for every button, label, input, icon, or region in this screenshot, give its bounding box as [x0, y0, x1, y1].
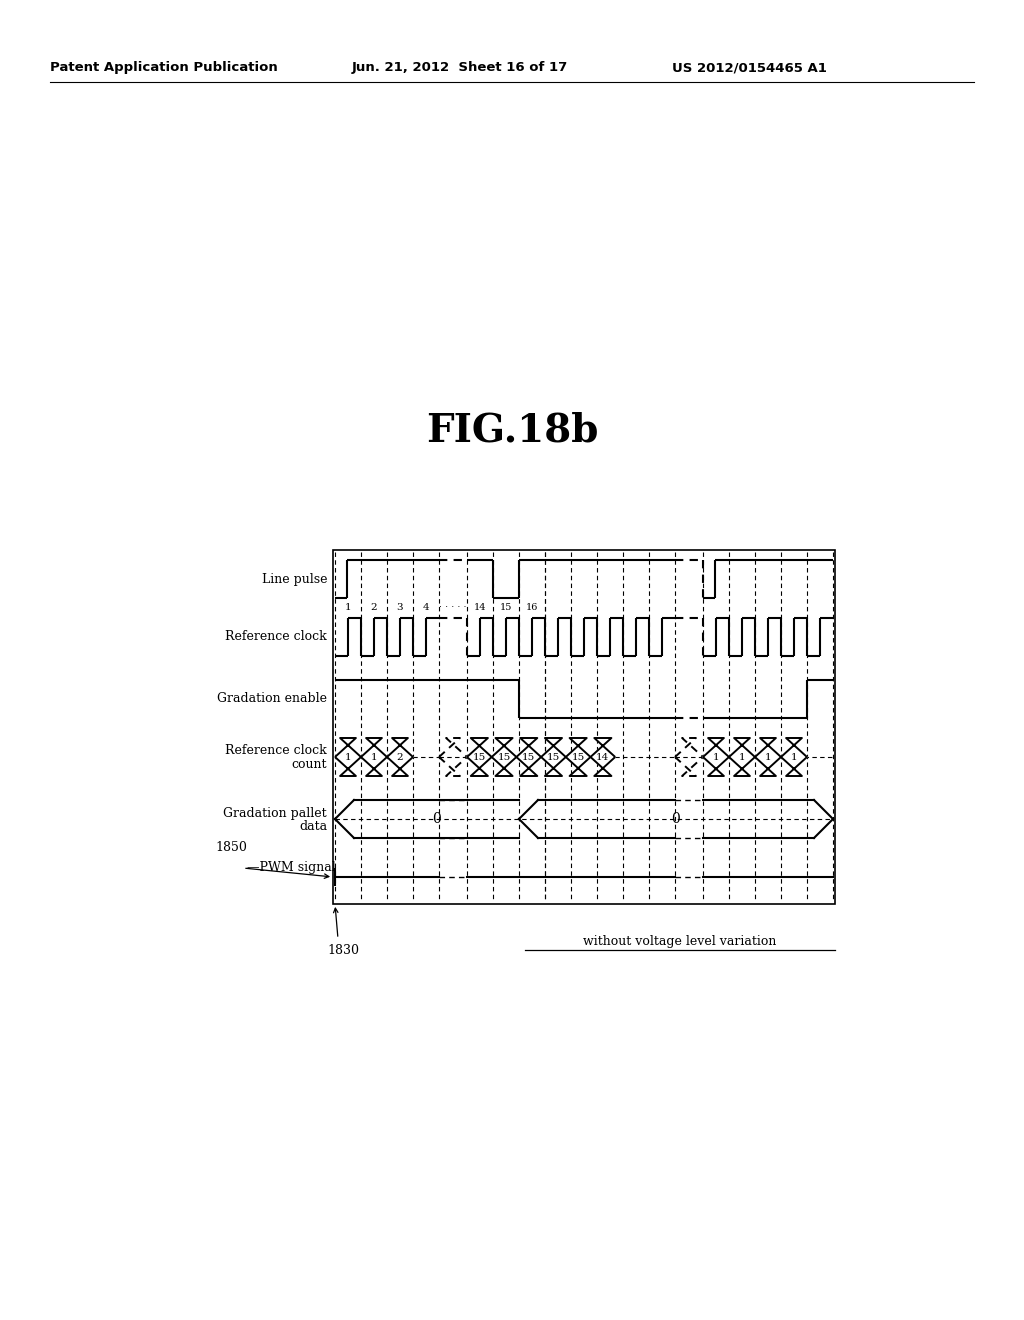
- Text: 1830: 1830: [327, 945, 359, 957]
- Text: data: data: [299, 821, 327, 833]
- Text: 0: 0: [432, 812, 441, 826]
- Polygon shape: [361, 738, 387, 776]
- Text: 15: 15: [500, 603, 512, 612]
- Polygon shape: [755, 738, 781, 776]
- Text: · · · · ·: · · · · ·: [439, 602, 467, 612]
- Polygon shape: [703, 738, 729, 776]
- Text: 0: 0: [672, 812, 680, 826]
- Text: Gradation enable: Gradation enable: [217, 693, 327, 705]
- Text: FIG.18b: FIG.18b: [426, 411, 598, 449]
- Text: US 2012/0154465 A1: US 2012/0154465 A1: [672, 62, 826, 74]
- Text: Reference clock: Reference clock: [225, 744, 327, 758]
- Text: 3: 3: [396, 603, 403, 612]
- Text: 14: 14: [474, 603, 486, 612]
- Text: Line pulse: Line pulse: [261, 573, 327, 586]
- Polygon shape: [591, 738, 615, 776]
- Bar: [333, 550, 835, 904]
- Text: 15: 15: [498, 752, 511, 762]
- Polygon shape: [516, 738, 541, 776]
- Polygon shape: [492, 738, 516, 776]
- Text: 15: 15: [547, 752, 560, 762]
- Text: 1: 1: [345, 603, 351, 612]
- Text: 15: 15: [522, 752, 536, 762]
- Polygon shape: [387, 738, 413, 776]
- Text: 14: 14: [596, 752, 609, 762]
- Text: count: count: [292, 759, 327, 771]
- Text: 1: 1: [738, 752, 745, 762]
- Polygon shape: [729, 738, 755, 776]
- Text: 1: 1: [765, 752, 771, 762]
- Text: —PWM signal: —PWM signal: [247, 862, 336, 874]
- Polygon shape: [467, 738, 492, 776]
- Text: 1: 1: [791, 752, 798, 762]
- Text: Patent Application Publication: Patent Application Publication: [50, 62, 278, 74]
- Polygon shape: [566, 738, 591, 776]
- Text: 1: 1: [371, 752, 377, 762]
- Polygon shape: [335, 738, 361, 776]
- Text: 1850: 1850: [215, 841, 247, 854]
- Text: 16: 16: [525, 603, 539, 612]
- Polygon shape: [541, 738, 566, 776]
- Text: Reference clock: Reference clock: [225, 631, 327, 644]
- Text: 2: 2: [371, 603, 377, 612]
- Text: 15: 15: [571, 752, 585, 762]
- Text: without voltage level variation: without voltage level variation: [584, 935, 776, 948]
- Text: 1: 1: [345, 752, 351, 762]
- Text: 15: 15: [473, 752, 486, 762]
- Text: Jun. 21, 2012  Sheet 16 of 17: Jun. 21, 2012 Sheet 16 of 17: [352, 62, 568, 74]
- Text: Gradation pallet: Gradation pallet: [223, 807, 327, 820]
- Text: 4: 4: [423, 603, 429, 612]
- Text: 2: 2: [396, 752, 403, 762]
- Text: 1: 1: [713, 752, 719, 762]
- Polygon shape: [781, 738, 807, 776]
